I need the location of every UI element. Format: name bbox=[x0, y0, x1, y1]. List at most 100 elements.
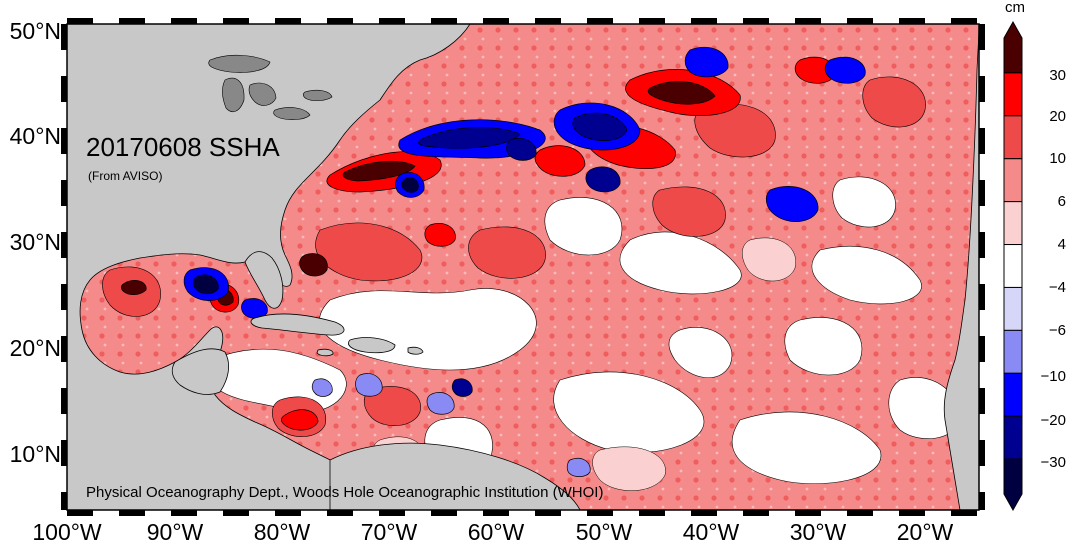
frame-tick-segment bbox=[743, 510, 769, 516]
frame-tick-segment bbox=[979, 284, 985, 310]
frame-tick-segment bbox=[379, 18, 405, 24]
land-masses bbox=[67, 24, 979, 510]
lat-tick-label: 40°N bbox=[10, 123, 61, 149]
frame-tick-segment bbox=[327, 510, 353, 516]
puerto-rico-land bbox=[407, 346, 424, 355]
colorbar-tick-label: 6 bbox=[1058, 193, 1066, 210]
map-area bbox=[67, 24, 979, 510]
frame-tick-segment bbox=[275, 18, 301, 24]
great-lakes bbox=[208, 54, 333, 120]
lat-tick-label: 30°N bbox=[10, 229, 61, 255]
frame-tick-segment bbox=[691, 510, 717, 516]
colorbar-bin bbox=[1003, 372, 1023, 417]
map-subtitle: (From AVISO) bbox=[88, 169, 162, 183]
frame-tick-segment bbox=[587, 510, 613, 516]
frame-tick-segment bbox=[223, 510, 249, 516]
frame-tick-segment bbox=[431, 510, 457, 516]
frame-tick-segment bbox=[119, 18, 145, 24]
colorbar-tick-label: 30 bbox=[1049, 67, 1066, 84]
frame-tick-segment bbox=[483, 510, 509, 516]
frame-tick-segment bbox=[639, 510, 665, 516]
frame-tick-segment bbox=[979, 336, 985, 362]
colorbar-tick-label: −30 bbox=[1041, 454, 1066, 471]
frame-tick-segment bbox=[61, 128, 67, 154]
colorbar-tick-label: −4 bbox=[1049, 279, 1066, 296]
frame-tick-segment bbox=[899, 510, 925, 516]
africa-land bbox=[943, 24, 979, 510]
frame-tick-segment bbox=[743, 18, 769, 24]
frame-tick-segment bbox=[691, 18, 717, 24]
frame-tick-segment bbox=[899, 18, 925, 24]
colorbar-bin bbox=[1003, 286, 1023, 331]
frame-tick-segment bbox=[951, 510, 977, 516]
colorbar-bin bbox=[1003, 72, 1023, 117]
frame-tick-segment bbox=[979, 76, 985, 102]
lat-tick-label: 50°N bbox=[10, 18, 61, 44]
lon-tick-label: 80°W bbox=[254, 519, 311, 542]
hispaniola-land bbox=[348, 337, 396, 354]
frame-tick-segment bbox=[61, 336, 67, 362]
cuba-land bbox=[250, 313, 345, 336]
frame-tick-segment bbox=[979, 440, 985, 466]
lon-tick-label: 90°W bbox=[147, 519, 204, 542]
frame-tick-segment bbox=[979, 128, 985, 154]
colorbar-bin bbox=[1003, 158, 1023, 203]
frame-tick-segment bbox=[795, 18, 821, 24]
colorbar-bin bbox=[1003, 20, 1023, 74]
colorbar-tick-label: 20 bbox=[1049, 108, 1066, 125]
frame-tick-segment bbox=[61, 76, 67, 102]
frame-tick-segment bbox=[67, 510, 93, 516]
florida-land bbox=[244, 251, 284, 309]
colorbar-tick-label: −10 bbox=[1041, 368, 1066, 385]
lat-tick-label: 10°N bbox=[10, 441, 61, 467]
frame-tick-segment bbox=[171, 510, 197, 516]
frame-tick-segment bbox=[431, 18, 457, 24]
frame-tick-segment bbox=[979, 180, 985, 206]
colorbar-unit-label: cm bbox=[1005, 0, 1025, 16]
frame-tick-segment bbox=[275, 510, 301, 516]
frame-tick-segment bbox=[639, 18, 665, 24]
south-america-land bbox=[329, 442, 581, 510]
frame-tick-segment bbox=[979, 232, 985, 258]
lat-tick-label: 20°N bbox=[10, 335, 61, 361]
frame-tick-segment bbox=[223, 18, 249, 24]
colorbar-bin bbox=[1003, 329, 1023, 374]
frame-tick-segment bbox=[119, 510, 145, 516]
map-frame bbox=[66, 23, 980, 511]
frame-tick-segment bbox=[847, 18, 873, 24]
frame-tick-segment bbox=[847, 510, 873, 516]
frame-tick-segment bbox=[535, 510, 561, 516]
colorbar-tick-label: 4 bbox=[1058, 236, 1066, 253]
lon-tick-label: 70°W bbox=[361, 519, 418, 542]
frame-tick-segment bbox=[587, 18, 613, 24]
lon-tick-label: 30°W bbox=[790, 519, 847, 542]
credit-text: Physical Oceanography Dept., Woods Hole … bbox=[86, 484, 603, 501]
frame-tick-segment bbox=[979, 24, 985, 50]
colorbar-bin bbox=[1003, 458, 1023, 512]
lat-axis-labels: 50°N 40°N 30°N 20°N 10°N bbox=[10, 18, 61, 467]
colorbar: cm 30 20 10 6 4 −4 −6 −10 −20 −30 bbox=[1003, 0, 1066, 512]
frame-tick-segment bbox=[61, 440, 67, 466]
lon-tick-label: 60°W bbox=[468, 519, 525, 542]
frame-tick-segment bbox=[61, 180, 67, 206]
frame-tick-segment bbox=[67, 18, 93, 24]
frame-tick-segment bbox=[61, 24, 67, 50]
frame-tick-segment bbox=[535, 18, 561, 24]
colorbar-bin bbox=[1003, 201, 1023, 246]
frame-checker-border bbox=[61, 18, 985, 516]
colorbar-tick-label: 10 bbox=[1049, 150, 1066, 167]
frame-tick-segment bbox=[951, 18, 977, 24]
yucatan-land bbox=[171, 348, 230, 395]
colorbar-bins bbox=[1003, 20, 1023, 512]
negative-anomaly-eddies bbox=[183, 46, 866, 477]
lon-tick-label: 20°W bbox=[897, 519, 954, 542]
colorbar-tick-label: −6 bbox=[1049, 322, 1066, 339]
frame-tick-segment bbox=[61, 388, 67, 414]
frame-tick-segment bbox=[171, 18, 197, 24]
frame-tick-segment bbox=[979, 388, 985, 414]
frame-tick-segment bbox=[61, 232, 67, 258]
lon-tick-label: 40°W bbox=[683, 519, 740, 542]
frame-tick-segment bbox=[327, 18, 353, 24]
colorbar-bin bbox=[1003, 415, 1023, 460]
